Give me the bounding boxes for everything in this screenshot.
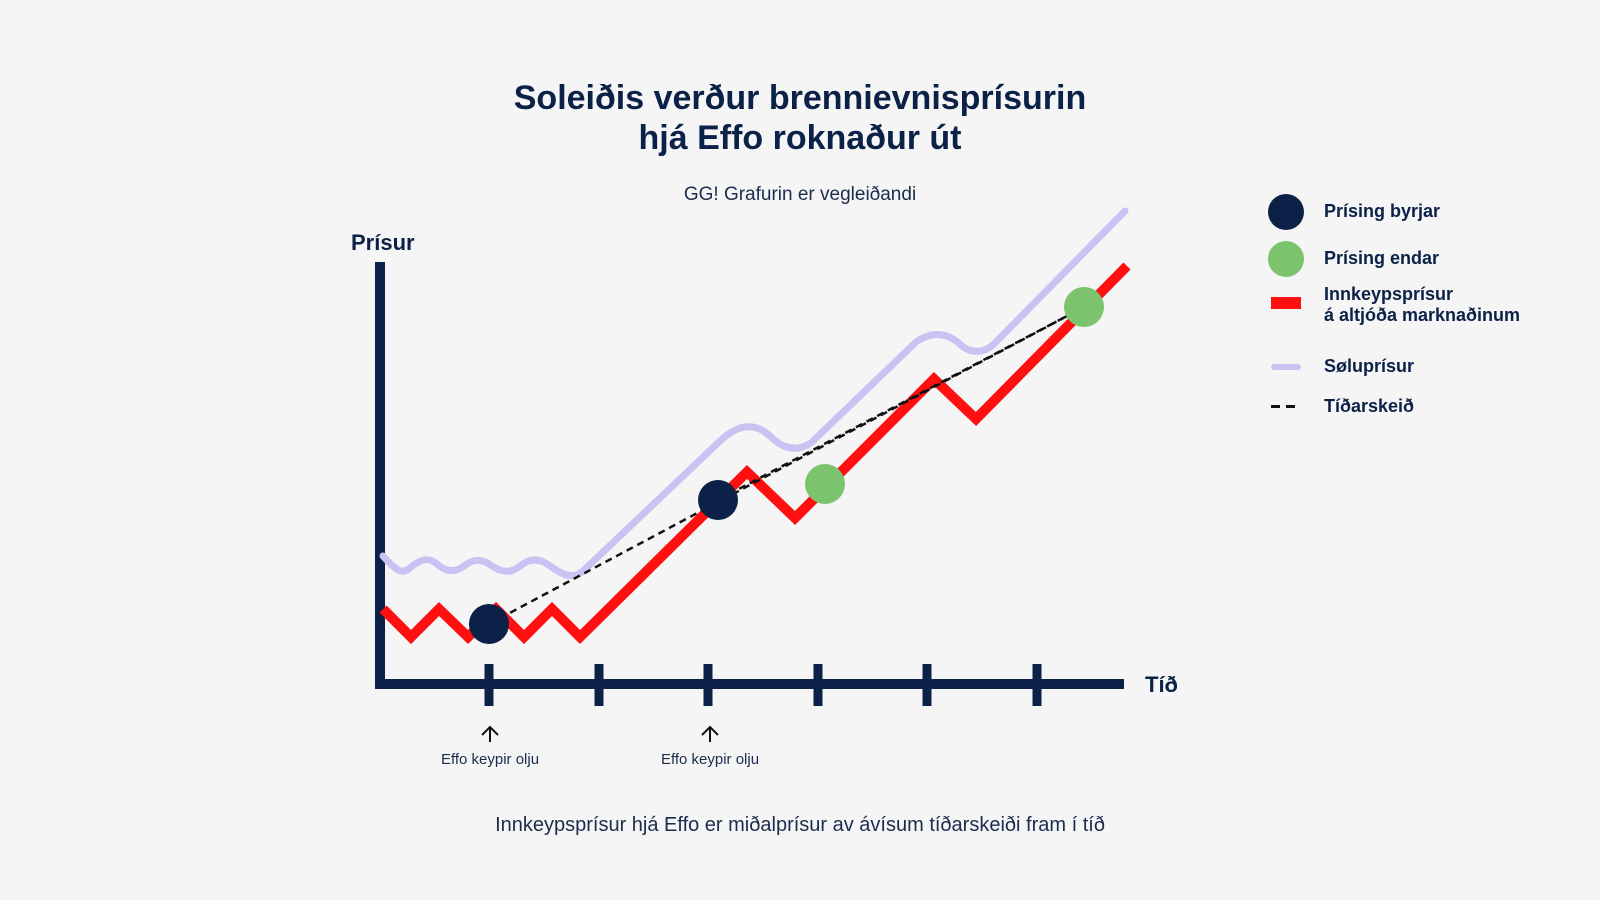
price-start-marker-2: [698, 480, 738, 520]
legend-label: Prísing endar: [1324, 248, 1440, 268]
arrow-up-icon: [481, 725, 499, 742]
lavender-line-icon: [1271, 364, 1301, 370]
arrow-up-icon: [701, 725, 719, 742]
chart-subtitle: GG! Grafurin er vegleiðandi: [683, 184, 917, 205]
x-axis-ticks: [484, 664, 1042, 706]
green-dot-icon: [1268, 241, 1304, 277]
legend-item-period: Tíðarskeið: [1268, 387, 1588, 427]
annotation-2: Effo keypir olju: [661, 725, 759, 768]
legend-item-end: Prísing endar: [1268, 239, 1588, 279]
title-line-2: hjá Effo roknaður út: [638, 119, 962, 157]
dark-dot-icon: [1268, 194, 1304, 230]
dashed-line-icon: [1271, 405, 1301, 408]
price-start-marker-1: [469, 604, 509, 644]
period-line-1: [488, 305, 1085, 626]
title-line-1: Soleiðis verður brennievnisprísurin: [513, 79, 1087, 117]
legend-label: Søluprísur: [1324, 356, 1415, 376]
legend-label: Prísing byrjar: [1324, 201, 1441, 221]
legend-label-line-1: Innkeypsprísur: [1324, 284, 1454, 304]
legend-item-purchase: Innkeypsprísur á altjóða marknaðinum: [1268, 283, 1588, 329]
legend-item-sale: Søluprísur: [1268, 347, 1588, 387]
annotation-2-label: Effo keypir olju: [661, 751, 759, 768]
chart-title: Soleiðis verður brennievnisprísurin hjá …: [0, 78, 1600, 158]
price-end-marker-2: [1064, 287, 1104, 327]
legend-label: Tíðarskeið: [1324, 396, 1415, 416]
red-bar-icon: [1271, 297, 1301, 309]
purchase-price-line: [379, 262, 1131, 645]
y-axis-label: Prísur: [351, 230, 415, 255]
legend-label-line-2: á altjóða marknaðinum: [1324, 305, 1521, 325]
sale-price-line: [379, 207, 1129, 579]
annotation-1: Effo keypir olju: [441, 725, 539, 768]
legend-label: Innkeypsprísur á altjóða marknaðinum: [1324, 284, 1520, 326]
price-end-marker-1: [805, 464, 845, 504]
period-line-2: [717, 305, 1085, 502]
legend-item-start: Prísing byrjar: [1268, 192, 1588, 232]
footer-note: Innkeypsprísur hjá Effo er miðalprísur a…: [495, 814, 1105, 836]
annotation-1-label: Effo keypir olju: [441, 751, 539, 768]
x-axis-label: Tíð: [1145, 672, 1178, 697]
